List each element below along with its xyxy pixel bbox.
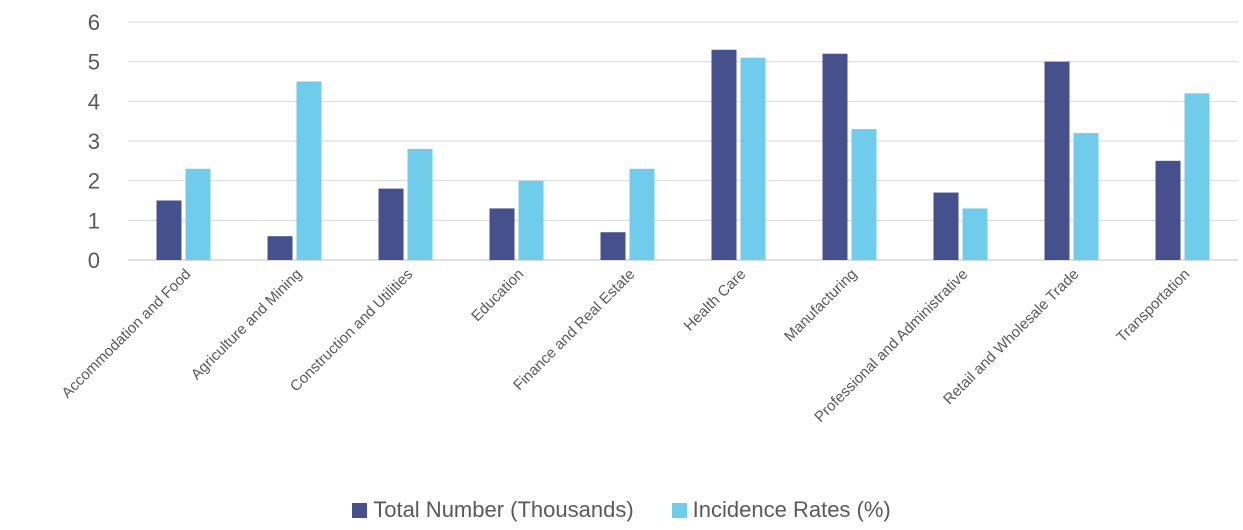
x-tick-label: Health Care <box>681 266 750 335</box>
bar-chart: 0 1 2 3 4 5 6 Accommodation and FoodAgricultur… <box>58 10 1238 426</box>
bar-total-number <box>267 236 293 260</box>
bar-incidence-rate <box>851 129 877 260</box>
x-tick-label: Transportation <box>1113 266 1193 346</box>
legend-item-incidence-rates: Incidence Rates (%) <box>671 497 891 523</box>
y-tick-label: 4 <box>88 89 100 114</box>
x-tick-label: Agriculture and Mining <box>188 266 306 384</box>
y-tick-label: 5 <box>88 50 100 75</box>
x-tick-label: Accommodation and Food <box>58 266 194 402</box>
y-tick-label: 3 <box>88 129 100 154</box>
legend: Total Number (Thousands) Incidence Rates… <box>0 495 1243 525</box>
bar-incidence-rate <box>518 180 544 260</box>
y-axis-ticks: 0 1 2 3 4 5 6 <box>88 10 100 273</box>
bar-total-number <box>711 49 737 261</box>
legend-label-incidence-rates: Incidence Rates (%) <box>692 497 891 522</box>
bar-total-number <box>1044 61 1070 260</box>
legend-swatch-total-number <box>352 502 368 518</box>
y-tick-label: 2 <box>88 169 100 194</box>
bar-total-number <box>489 208 515 260</box>
legend-label-total-number: Total Number (Thousands) <box>373 497 634 522</box>
bar-total-number <box>933 192 959 260</box>
bar-total-number <box>378 188 404 260</box>
bar-incidence-rate <box>296 81 322 260</box>
bar-incidence-rate <box>407 148 433 260</box>
legend-item-total-number: Total Number (Thousands) <box>352 497 634 523</box>
x-tick-label: Education <box>468 266 527 325</box>
bar-incidence-rate <box>185 168 211 260</box>
bar-incidence-rate <box>629 168 655 260</box>
x-tick-label: Finance and Real Estate <box>510 266 638 394</box>
bar-total-number <box>1155 160 1181 260</box>
y-tick-label: 0 <box>88 248 100 273</box>
x-tick-label: Construction and Utilities <box>287 266 416 395</box>
y-tick-label: 1 <box>88 208 100 233</box>
grid-lines <box>128 21 1238 261</box>
legend-swatch-incidence-rates <box>671 502 687 518</box>
bars <box>156 49 1210 261</box>
y-tick-label: 6 <box>88 10 100 35</box>
bar-total-number <box>822 53 848 260</box>
bar-total-number <box>600 232 626 260</box>
bar-incidence-rate <box>962 208 988 260</box>
x-tick-label: Manufacturing <box>781 266 860 345</box>
bar-incidence-rate <box>740 57 766 261</box>
bar-total-number <box>156 200 182 260</box>
bar-incidence-rate <box>1073 133 1099 260</box>
bar-incidence-rate <box>1184 93 1210 261</box>
